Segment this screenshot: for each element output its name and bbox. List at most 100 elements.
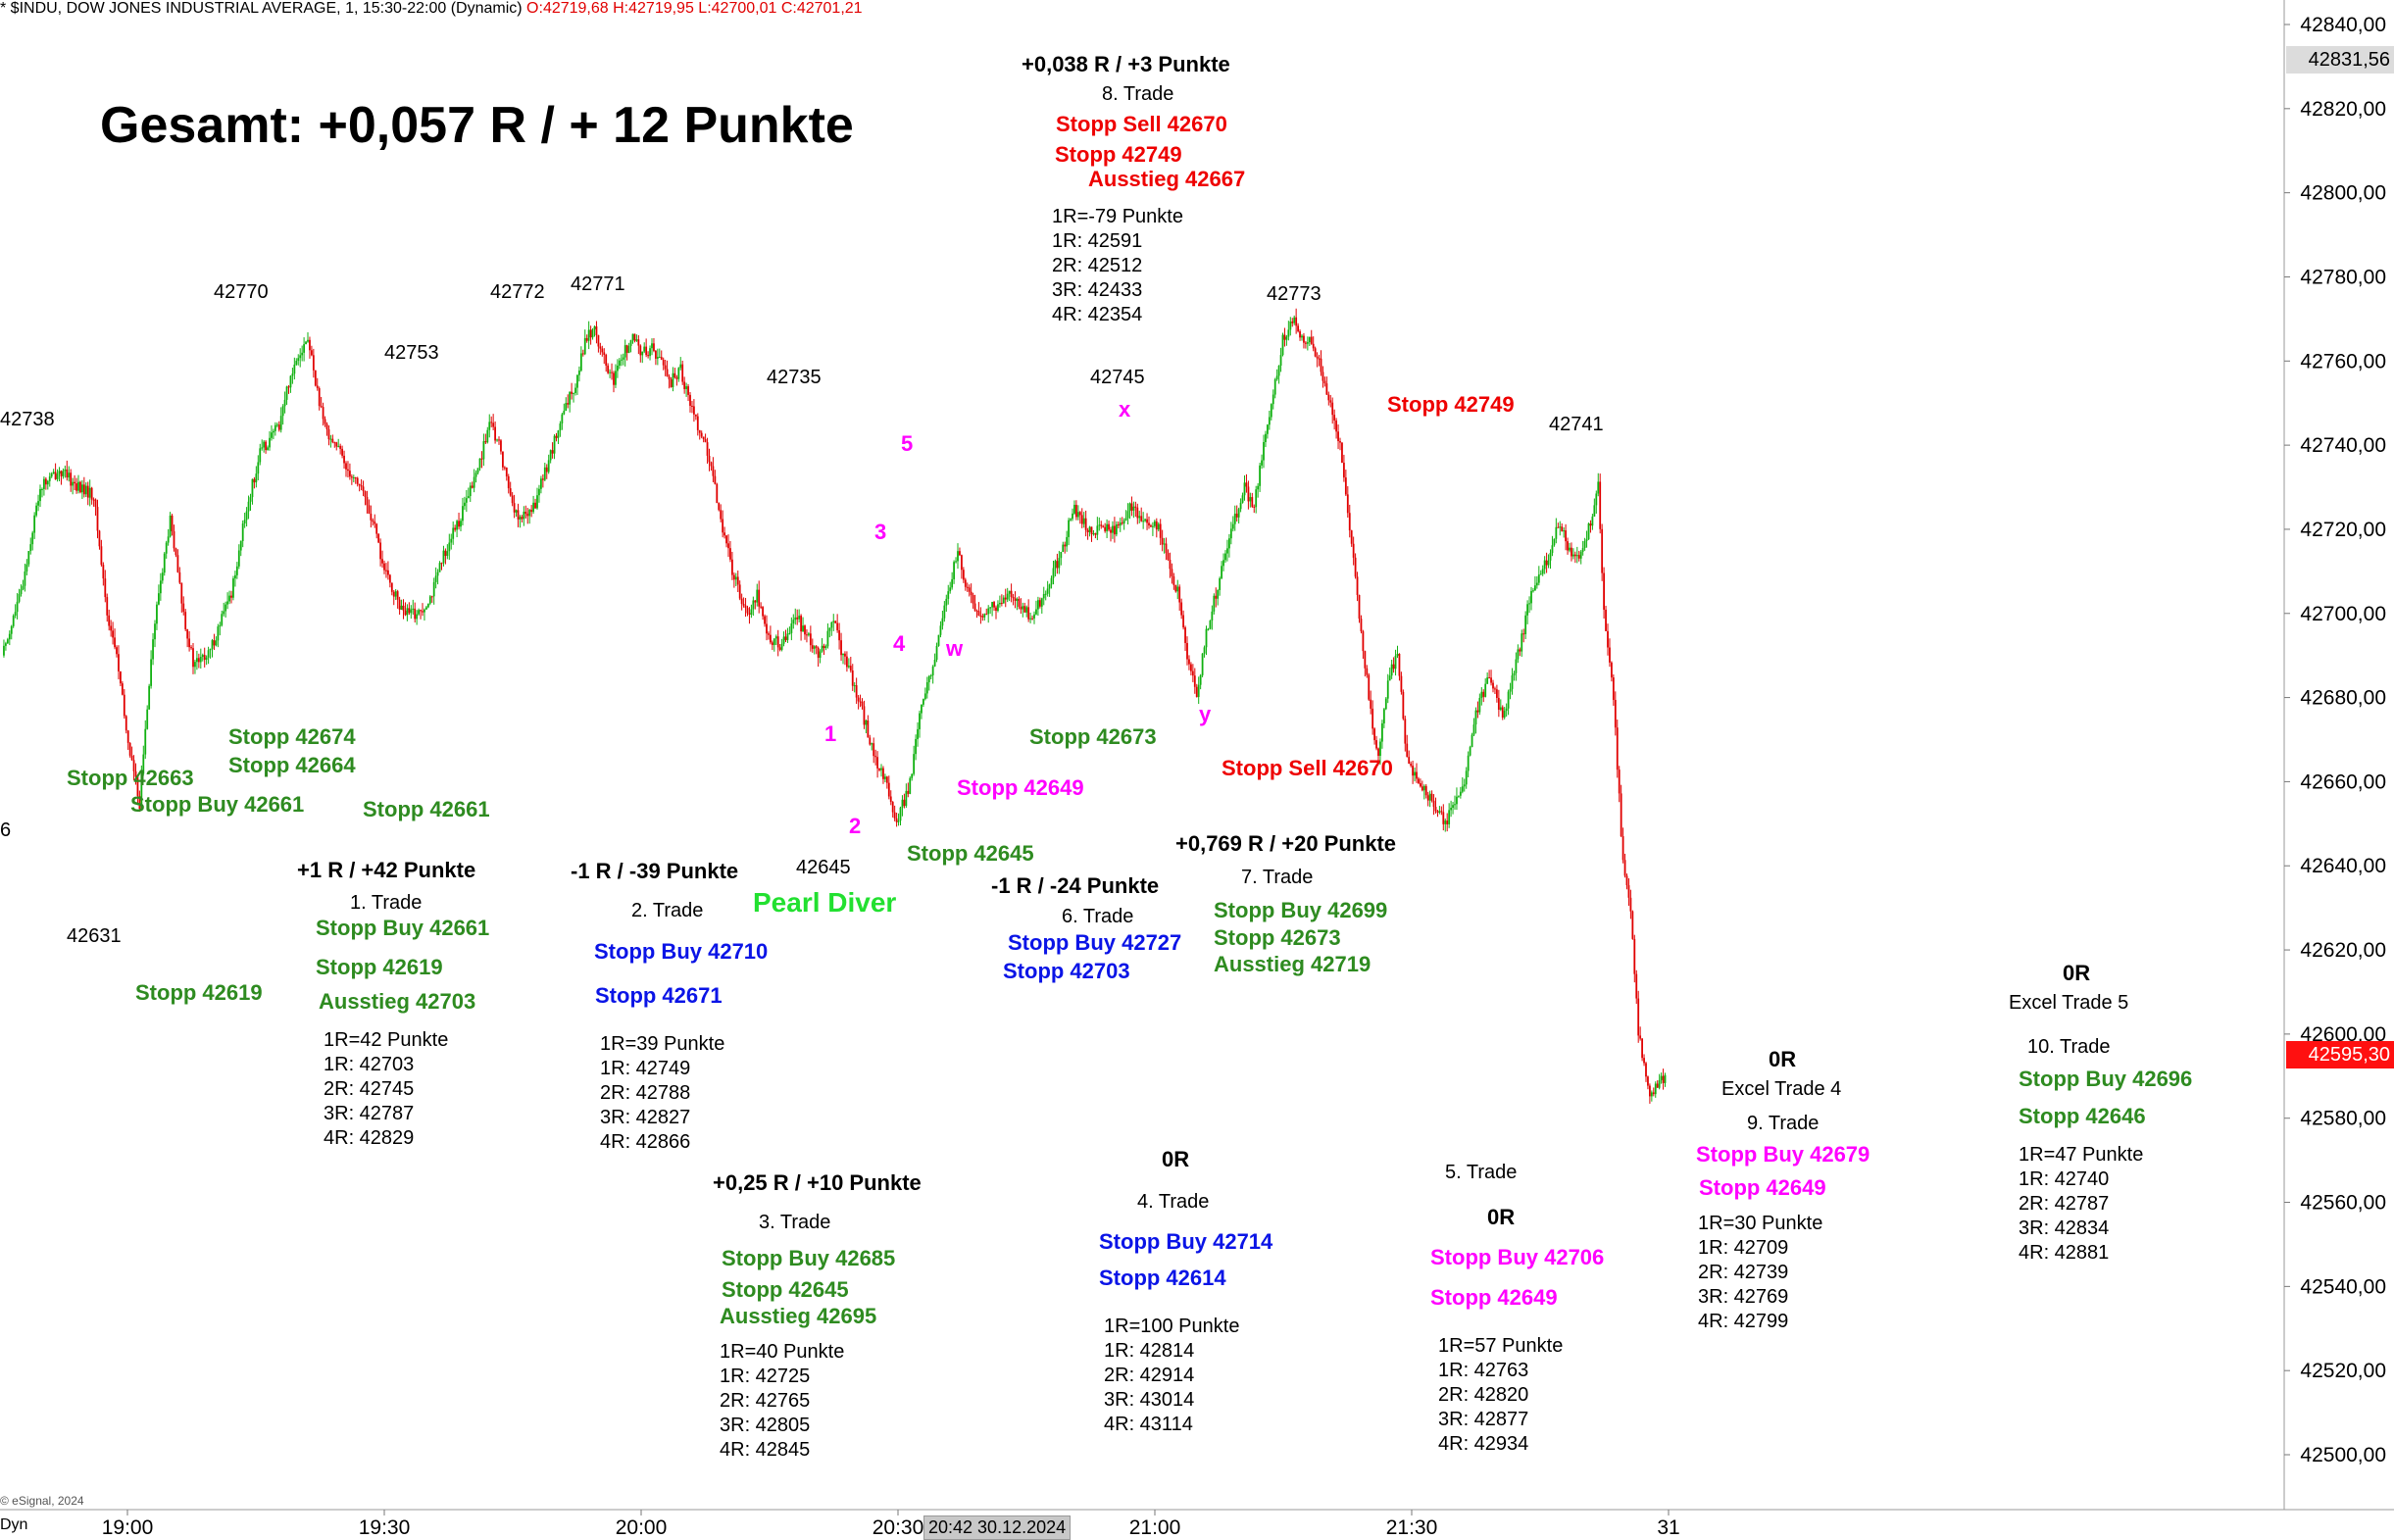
- candle-body: [358, 483, 361, 486]
- candle-body: [1335, 420, 1337, 432]
- candle-body: [521, 517, 524, 520]
- chart-annotation: Stopp Buy 42661: [130, 792, 305, 817]
- chart-annotation: 1. Trade: [350, 892, 423, 914]
- candle-body: [668, 376, 671, 380]
- candle-body: [1631, 911, 1634, 939]
- candle-body: [923, 699, 924, 705]
- candle-body: [623, 345, 626, 358]
- chart-annotation: 4. Trade: [1137, 1191, 1210, 1213]
- candle-body: [165, 542, 168, 554]
- candle-body: [1078, 512, 1081, 516]
- candle-body: [771, 642, 773, 645]
- candle-body: [267, 447, 269, 451]
- candle-body: [824, 646, 827, 649]
- candle-body: [148, 685, 151, 710]
- candle-body: [68, 472, 71, 478]
- candle-body: [1488, 677, 1490, 679]
- candle-body: [1072, 513, 1073, 520]
- candle-body: [855, 685, 858, 698]
- candle-body: [1025, 607, 1028, 613]
- candle-body: [1348, 513, 1351, 531]
- chart-annotation: 2R: 42765: [720, 1390, 811, 1412]
- chart-annotation: 1R: 42591: [1052, 230, 1143, 252]
- candle-body: [1084, 518, 1087, 530]
- candle-body: [74, 481, 75, 484]
- candle-body: [1316, 356, 1319, 359]
- chart-annotation: Excel Trade 4: [1721, 1078, 1842, 1100]
- candle-body: [1295, 317, 1298, 326]
- candle-body: [727, 543, 729, 549]
- candle-body: [1344, 477, 1347, 495]
- candle-body: [70, 472, 73, 486]
- candle-body: [311, 350, 313, 356]
- candle-body: [1541, 569, 1544, 574]
- candle-body: [1486, 677, 1489, 684]
- candle-body: [136, 776, 139, 796]
- candle-body: [50, 473, 53, 477]
- chart-annotation: Stopp 42661: [363, 797, 490, 821]
- candle-body: [253, 478, 256, 483]
- candle-body: [1148, 522, 1150, 526]
- candle-body: [1394, 655, 1397, 670]
- dyn-label: Dyn: [0, 1516, 28, 1533]
- candle-body: [725, 535, 727, 544]
- candle-body: [377, 533, 380, 543]
- candle-body: [1122, 520, 1125, 524]
- candle-body: [452, 527, 455, 539]
- candle-body: [6, 639, 9, 644]
- candle-body: [86, 485, 89, 498]
- candle-body: [1601, 528, 1604, 573]
- chart-annotation: 1R: 42814: [1104, 1340, 1195, 1362]
- candle-body: [418, 610, 420, 615]
- candle-body: [1062, 544, 1065, 552]
- candle-body: [396, 591, 399, 600]
- y-tick-label: 42740,00: [2300, 434, 2386, 457]
- y-tick-label: 42500,00: [2300, 1444, 2386, 1466]
- candle-body: [935, 645, 938, 660]
- candle-body: [1575, 555, 1578, 557]
- y-tick-label: 42800,00: [2300, 182, 2386, 205]
- chart-annotation: 1R=57 Punkte: [1438, 1335, 1564, 1357]
- candle-body: [440, 563, 443, 565]
- candle-body: [764, 616, 766, 624]
- candle-body: [1184, 627, 1186, 643]
- candle-body: [933, 659, 936, 667]
- candle-body: [706, 442, 709, 456]
- candle-body: [561, 414, 564, 424]
- candle-body: [530, 510, 533, 513]
- candle-body: [1217, 589, 1220, 599]
- candle-body: [760, 606, 763, 608]
- candle-body: [1180, 602, 1183, 616]
- candle-body: [503, 467, 506, 469]
- candle-body: [1318, 358, 1321, 360]
- candle-body: [144, 728, 147, 755]
- candle-body: [1572, 554, 1574, 557]
- candle-body: [416, 614, 419, 620]
- candle-body: [1249, 497, 1252, 502]
- candle-body: [1261, 460, 1263, 466]
- candle-body: [1513, 672, 1516, 675]
- chart-annotation: 1R: 42763: [1438, 1360, 1529, 1381]
- candle-body: [230, 595, 232, 598]
- candle-body: [241, 522, 244, 541]
- chart-annotation: -1 R / -39 Punkte: [571, 859, 739, 883]
- candle-body: [1331, 402, 1334, 416]
- candle-body: [651, 343, 653, 349]
- candle-body: [1229, 528, 1232, 539]
- candle-body: [1090, 526, 1093, 534]
- candle-body: [1629, 897, 1632, 912]
- candle-body: [1400, 675, 1403, 692]
- candle-body: [1534, 585, 1536, 591]
- candle-body: [1645, 1063, 1647, 1077]
- chart-annotation: 42770: [214, 281, 269, 303]
- candle-body: [1654, 1083, 1657, 1095]
- candle-body: [404, 610, 407, 616]
- candle-body: [1086, 529, 1089, 532]
- candle-body: [465, 498, 468, 503]
- candle-body: [1515, 659, 1518, 673]
- candle-body: [1314, 348, 1317, 357]
- candle-body: [263, 441, 266, 448]
- candle-body: [1201, 653, 1204, 675]
